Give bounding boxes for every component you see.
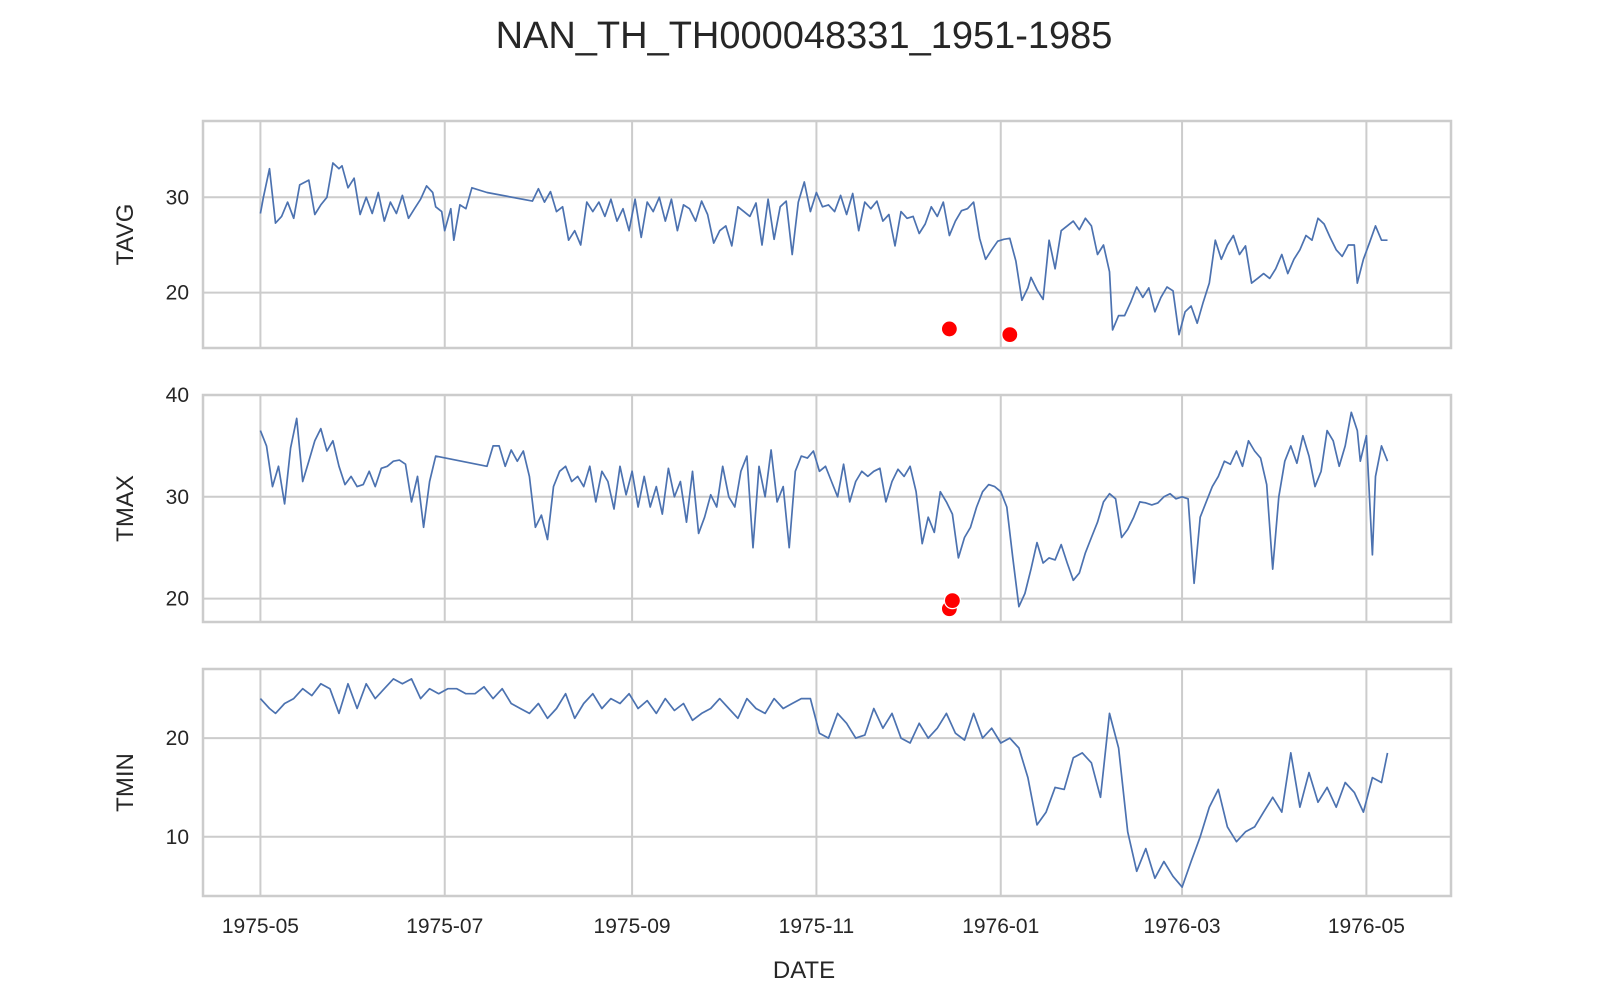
axes-frame [201, 119, 1453, 350]
series-line-tmin [259, 678, 1389, 888]
subplot-tmin: 10 20 TMIN 1975-05 1975-07 1975-09 1975-11 1976… [112, 667, 1453, 938]
anomaly-point [1001, 326, 1019, 344]
y-axis-label: TAVG [112, 204, 139, 266]
subplot-tavg: 20 30 TAVG [112, 119, 1453, 350]
y-axis-label: TMIN [112, 753, 139, 812]
y-tick-label: 20 [166, 282, 189, 305]
y-tick-label: 30 [166, 186, 189, 209]
y-tick-label: 30 [166, 486, 189, 509]
x-tick-label: 1975-09 [594, 915, 671, 938]
axes-frame [201, 667, 1453, 898]
x-tick-label: 1975-07 [406, 915, 483, 938]
y-tick-label: 20 [166, 588, 189, 611]
y-tick-label: 20 [166, 727, 189, 750]
subplot-panels: 20 30 TAVG 20 30 40 TMAX 10 20 TMIN 1975-05 1975-07… [112, 119, 1453, 938]
y-tick-label: 10 [166, 826, 189, 849]
series-line-tavg [259, 162, 1388, 336]
x-axis-label: DATE [773, 957, 835, 984]
x-tick-label: 1976-03 [1144, 915, 1221, 938]
x-tick-label: 1975-05 [222, 915, 299, 938]
anomaly-point [943, 592, 962, 610]
x-tick-label: 1976-01 [962, 915, 1039, 938]
y-tick-label: 40 [166, 384, 189, 407]
series-line-tmax [259, 411, 1389, 608]
y-axis-label: TMAX [112, 475, 139, 542]
subplot-tmax: 20 30 40 TMAX [112, 384, 1453, 624]
chart-title: NAN_TH_TH000048331_1951-1985 [496, 15, 1113, 57]
x-tick-label: 1975-11 [779, 915, 855, 938]
axes-frame [201, 393, 1453, 624]
x-tick-label: 1976-05 [1328, 915, 1405, 938]
anomaly-point [940, 320, 958, 338]
